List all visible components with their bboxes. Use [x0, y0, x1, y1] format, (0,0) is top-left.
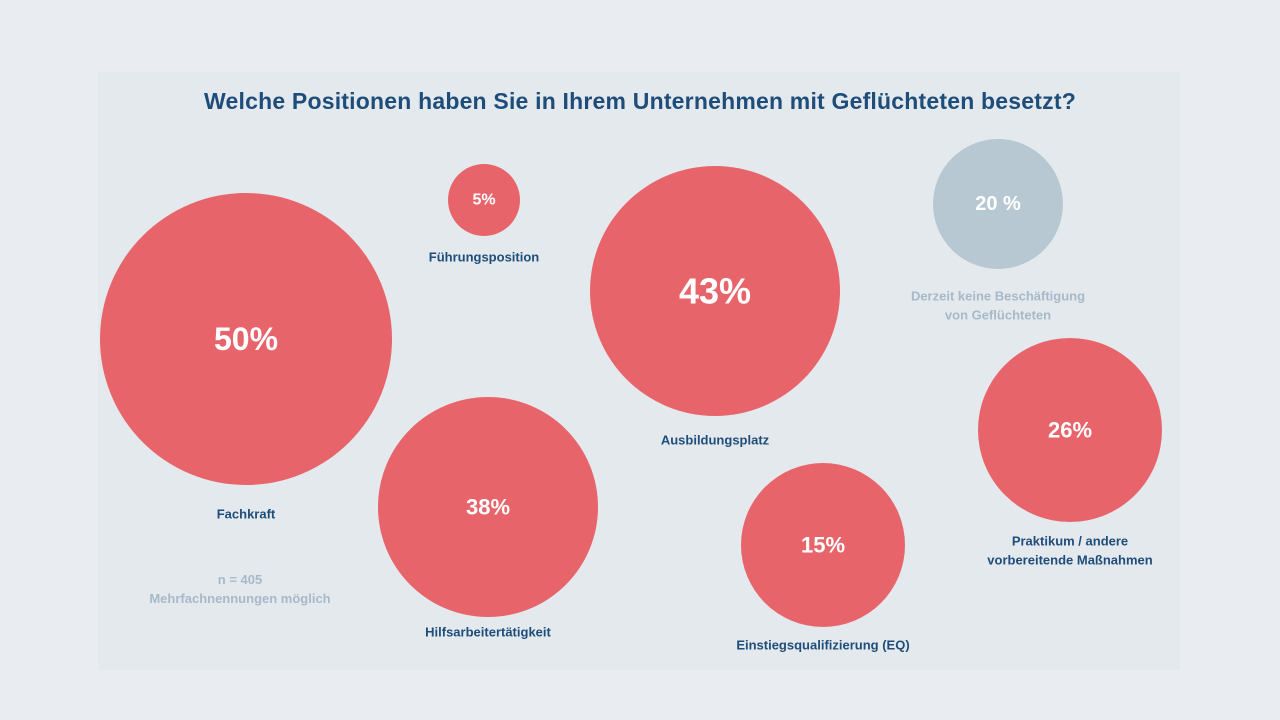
sample-note: n = 405 Mehrfachnennungen möglich [110, 570, 370, 608]
value-label-derzeit-keine-beschäftigung: 20 % [975, 193, 1021, 215]
category-label-einstiegsqualifizierung-eq: Einstiegsqualifizierung (EQ) [736, 638, 909, 653]
bubble-führungsposition [448, 164, 520, 236]
value-label-führungsposition: 5% [472, 192, 495, 209]
value-label-fachkraft: 50% [214, 321, 278, 357]
multiple-answers-note: Mehrfachnennungen möglich [149, 591, 331, 606]
category-label-ausbildungsplatz: Ausbildungsplatz [661, 433, 770, 448]
bubble-hilfsarbeitertätigkeit [378, 397, 598, 617]
bubble-einstiegsqualifizierung-eq [741, 463, 905, 627]
bubble-ausbildungsplatz [590, 166, 840, 416]
sample-size: n = 405 [217, 572, 263, 587]
chart-title: Welche Positionen haben Sie in Ihrem Unt… [204, 88, 1076, 114]
category-label-derzeit-keine-beschäftigung-line-2: von Geflüchteten [945, 308, 1051, 323]
category-label-praktikum-andere-line-2: vorbereitende Maßnahmen [987, 553, 1152, 568]
category-label-fachkraft: Fachkraft [217, 507, 276, 522]
category-label-hilfsarbeitertätigkeit: Hilfsarbeitertätigkeit [425, 625, 551, 640]
value-label-praktikum-andere: 26% [1048, 418, 1092, 443]
value-label-hilfsarbeitertätigkeit: 38% [466, 495, 510, 520]
bubble-praktikum-andere [978, 338, 1162, 522]
value-label-einstiegsqualifizierung-eq: 15% [801, 533, 845, 558]
category-label-führungsposition: Führungsposition [429, 250, 540, 265]
bubble-fachkraft [100, 193, 392, 485]
category-label-derzeit-keine-beschäftigung-line-1: Derzeit keine Beschäftigung [911, 289, 1085, 304]
value-label-ausbildungsplatz: 43% [679, 271, 751, 312]
bubble-derzeit-keine-beschäftigung [933, 139, 1063, 269]
category-label-praktikum-andere-line-1: Praktikum / andere [1012, 534, 1128, 549]
